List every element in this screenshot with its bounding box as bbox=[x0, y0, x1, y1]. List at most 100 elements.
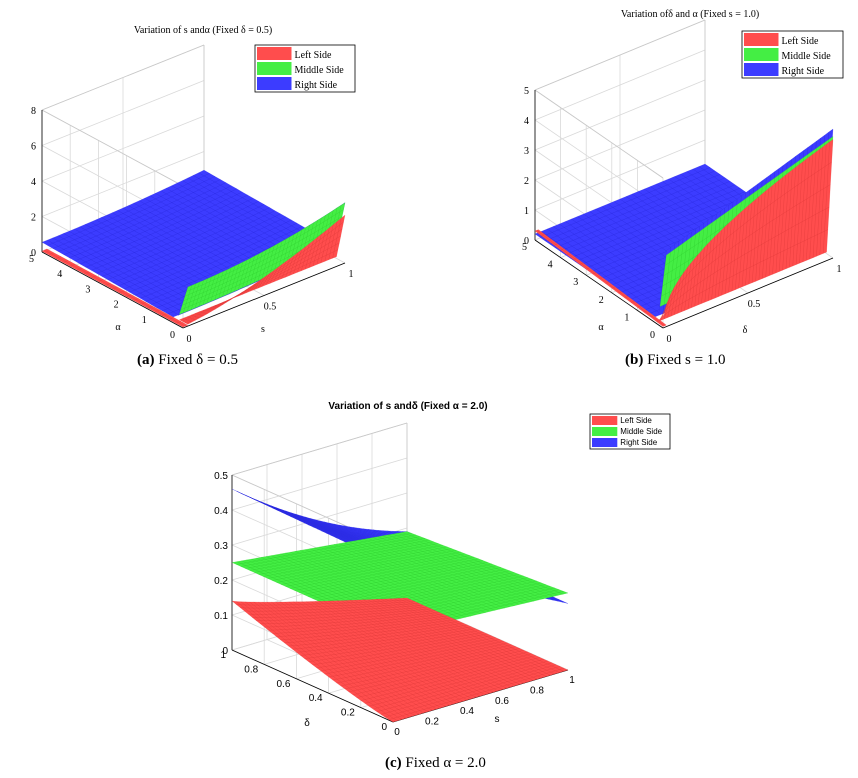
y-tick-b: 1 bbox=[624, 312, 629, 323]
z-tick-b: 3 bbox=[524, 146, 529, 157]
legend-label-b: Middle Side bbox=[782, 51, 832, 62]
y-tick-a: 0 bbox=[170, 330, 175, 341]
x-label-c: s bbox=[495, 714, 500, 725]
x-axis-a bbox=[182, 262, 346, 329]
y-axis-b bbox=[534, 239, 664, 329]
z-tick-a: 0 bbox=[31, 248, 36, 259]
legend-swatch-c bbox=[592, 427, 618, 436]
surface-left-edge-a bbox=[41, 248, 189, 328]
caption-b-label: (b) bbox=[625, 352, 644, 368]
wall-grid-line bbox=[534, 49, 706, 121]
y-tick-a: 1 bbox=[142, 315, 147, 326]
y-axis-c bbox=[231, 649, 394, 723]
legend-label-c: Middle Side bbox=[620, 427, 662, 436]
wall-grid-line bbox=[41, 115, 205, 182]
x-tick-a: 0.5 bbox=[264, 302, 277, 313]
x-tick-c: 0.8 bbox=[530, 685, 544, 696]
legend-label-b: Left Side bbox=[782, 36, 819, 47]
box-edge bbox=[534, 89, 664, 179]
legend-label-a: Left Side bbox=[295, 50, 332, 61]
caption-a: (a) Fixed δ = 0.5 bbox=[137, 352, 238, 369]
y-axis-a bbox=[41, 251, 184, 329]
z-tick-c: 0.1 bbox=[214, 611, 228, 622]
wall-grid-line bbox=[41, 80, 205, 146]
y-tick-c: 1 bbox=[220, 650, 226, 661]
legend-label-a: Right Side bbox=[295, 80, 338, 91]
z-tick-a: 4 bbox=[31, 177, 36, 188]
x-label-b: δ bbox=[743, 325, 748, 336]
x-axis-b bbox=[662, 257, 834, 329]
legend-swatch-b bbox=[744, 63, 779, 76]
z-tick-c: 0.5 bbox=[214, 471, 228, 482]
legend-swatch-b bbox=[744, 48, 779, 61]
y-label-b: α bbox=[598, 322, 604, 333]
title-c: Variation of s andδ (Fixed α = 2.0) bbox=[328, 401, 487, 412]
x-tick-b: 0.5 bbox=[748, 299, 761, 310]
legend-swatch-c bbox=[592, 416, 618, 425]
z-tick-a: 6 bbox=[31, 142, 36, 153]
wall-grid-line bbox=[534, 79, 706, 151]
x-tick-a: 1 bbox=[349, 269, 354, 280]
y-tick-c: 0.2 bbox=[341, 708, 355, 719]
x-tick-c: 0.2 bbox=[425, 717, 439, 728]
legend-swatch-a bbox=[257, 62, 292, 75]
legend-label-b: Right Side bbox=[782, 66, 825, 77]
x-tick-a: 0 bbox=[187, 334, 192, 345]
y-tick-c: 0.8 bbox=[244, 664, 258, 675]
y-tick-a: 2 bbox=[114, 300, 119, 311]
caption-c-text: Fixed α = 2.0 bbox=[405, 755, 486, 771]
legend-swatch-c bbox=[592, 438, 618, 447]
title-a: Variation of s andα (Fixed δ = 0.5) bbox=[134, 25, 272, 36]
box-edge bbox=[534, 19, 706, 91]
y-tick-b: 5 bbox=[522, 242, 527, 253]
y-tick-a: 3 bbox=[85, 284, 90, 295]
wall-grid-line bbox=[534, 139, 706, 211]
legend-label-c: Left Side bbox=[620, 416, 652, 425]
caption-a-label: (a) bbox=[137, 352, 155, 368]
caption-b-text: Fixed s = 1.0 bbox=[647, 352, 726, 368]
z-tick-a: 2 bbox=[31, 213, 36, 224]
x-tick-c: 0.6 bbox=[495, 696, 509, 707]
x-label-a: s bbox=[261, 324, 265, 335]
z-tick-c: 0 bbox=[222, 646, 228, 657]
z-tick-b: 5 bbox=[524, 86, 529, 97]
surface-left-c bbox=[231, 597, 569, 723]
y-tick-c: 0.4 bbox=[309, 693, 323, 704]
y-tick-c: 0.6 bbox=[276, 679, 290, 690]
wall-grid-line bbox=[231, 457, 408, 511]
x-tick-c: 0.4 bbox=[460, 706, 474, 717]
y-tick-b: 2 bbox=[599, 295, 604, 306]
y-tick-b: 4 bbox=[548, 260, 553, 271]
y-label-c: δ bbox=[304, 718, 310, 729]
surface-left-a bbox=[179, 214, 346, 325]
x-tick-b: 0 bbox=[667, 334, 672, 345]
x-tick-b: 1 bbox=[837, 264, 842, 275]
caption-c: (c) Fixed α = 2.0 bbox=[385, 755, 486, 772]
wall-grid-line bbox=[231, 492, 408, 546]
legend-swatch-a bbox=[257, 77, 292, 90]
legend-label-a: Middle Side bbox=[295, 65, 345, 76]
caption-a-text: Fixed δ = 0.5 bbox=[158, 352, 238, 368]
y-label-a: α bbox=[115, 322, 121, 333]
z-tick-b: 1 bbox=[524, 206, 529, 217]
y-tick-b: 3 bbox=[573, 277, 578, 288]
box-edge bbox=[41, 109, 184, 187]
title-b: Variation ofδ and α (Fixed s = 1.0) bbox=[621, 9, 759, 20]
wall-grid-line bbox=[41, 151, 205, 217]
z-tick-a: 8 bbox=[31, 106, 36, 117]
z-tick-c: 0.3 bbox=[214, 541, 228, 552]
wall-grid-line bbox=[534, 109, 706, 181]
y-tick-a: 4 bbox=[57, 269, 62, 280]
z-tick-b: 4 bbox=[524, 116, 529, 127]
y-tick-a: 5 bbox=[29, 254, 34, 265]
z-tick-c: 0.2 bbox=[214, 576, 228, 587]
legend-label-c: Right Side bbox=[620, 438, 657, 447]
box-edge bbox=[41, 44, 205, 111]
legend-swatch-a bbox=[257, 47, 292, 60]
y-tick-b: 0 bbox=[650, 330, 655, 341]
x-tick-c: 1 bbox=[569, 675, 575, 686]
caption-b: (b) Fixed s = 1.0 bbox=[625, 352, 726, 369]
